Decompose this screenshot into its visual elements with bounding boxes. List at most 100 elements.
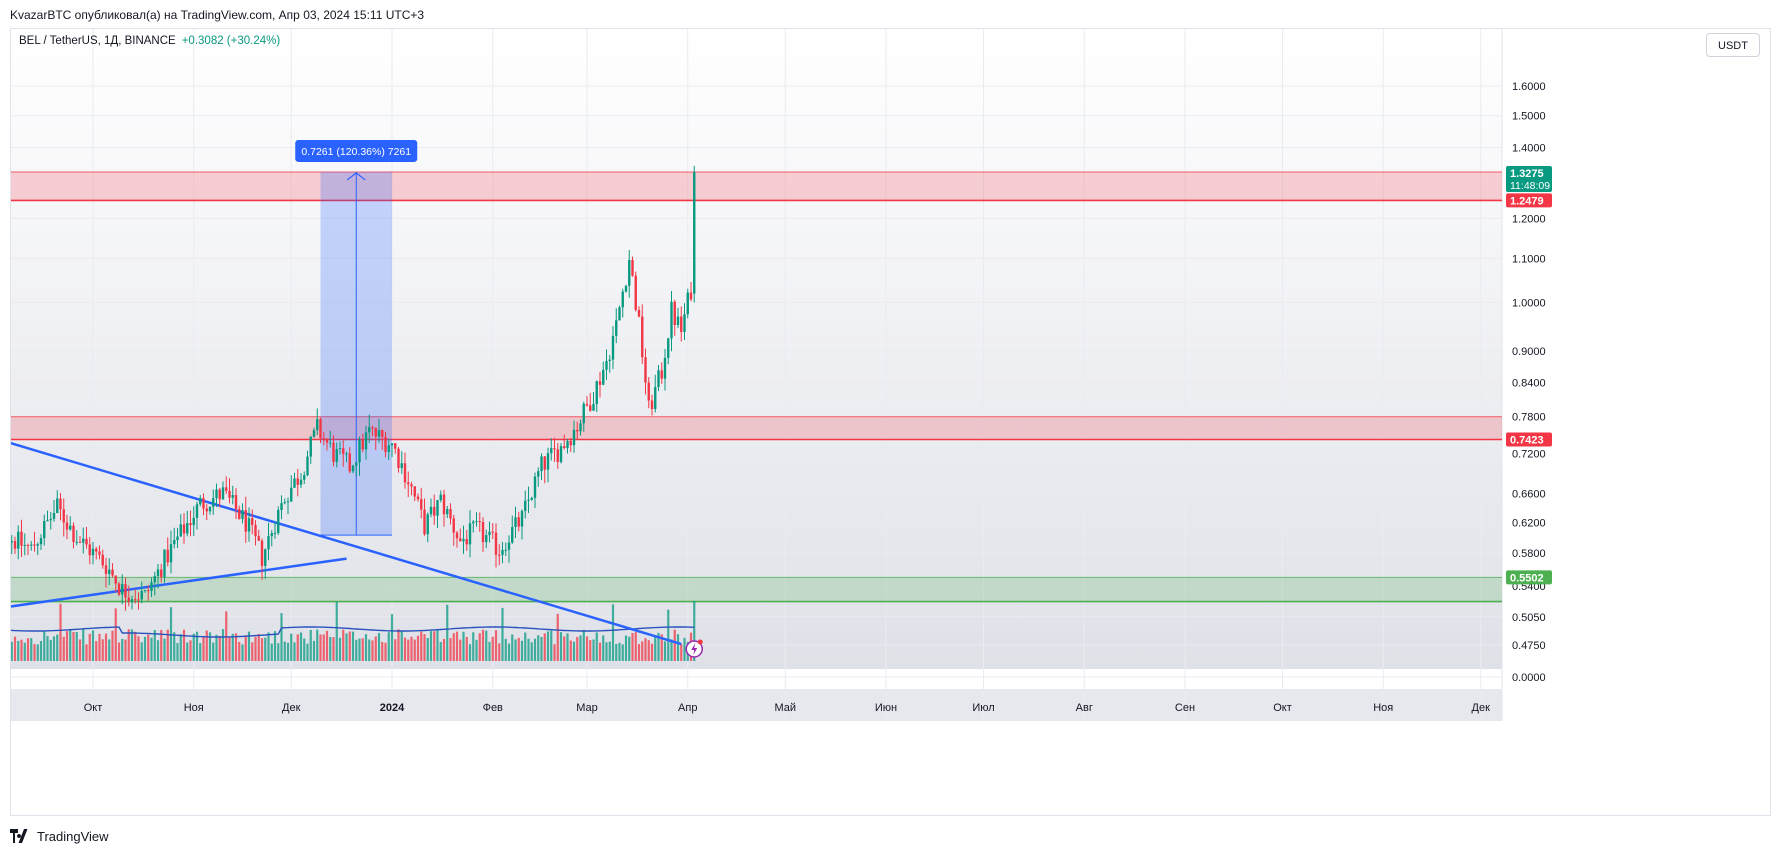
- volume-bar: [342, 629, 345, 661]
- candle-body: [472, 521, 475, 524]
- volume-bar: [238, 641, 241, 661]
- chart-frame[interactable]: 0.7261 (120.36%) 7261 1.6000 1.5000 1.4000 1…: [10, 28, 1771, 816]
- volume-bar: [563, 636, 566, 661]
- y-tick-label: 1.6000: [1512, 81, 1546, 93]
- y-tick-label: 1.5000: [1512, 111, 1546, 123]
- candle-body: [65, 522, 69, 530]
- volume-bar: [654, 635, 657, 661]
- volume-bar: [270, 643, 273, 661]
- y-tick-label: 1.2000: [1512, 213, 1546, 225]
- volume-bar: [478, 633, 481, 661]
- candle-body: [631, 260, 634, 276]
- volume-bar: [46, 635, 49, 661]
- volume-bar: [267, 632, 270, 661]
- volume-bar: [615, 643, 618, 661]
- candle-body: [322, 438, 325, 440]
- volume-bar: [546, 631, 550, 661]
- symbol-legend[interactable]: BEL / TetherUS, 1Д, BINANCE +0.3082 (+30.…: [19, 35, 280, 47]
- price-chart[interactable]: 0.7261 (120.36%) 72611.60001.50001.40001…: [11, 29, 1771, 816]
- candle-body: [403, 463, 407, 483]
- volume-bar: [104, 633, 108, 661]
- y-tick-label: 0.8400: [1512, 378, 1546, 390]
- volume-bar: [611, 604, 615, 661]
- volume-bar: [634, 632, 637, 661]
- price-label-bg: [1506, 165, 1552, 192]
- volume-bar: [637, 644, 641, 661]
- volume-bar: [485, 630, 488, 661]
- candle-body: [342, 448, 345, 454]
- volume-bar: [98, 633, 101, 661]
- volume-bar: [273, 631, 277, 661]
- volume-bar: [566, 633, 569, 661]
- candle-body: [537, 471, 540, 477]
- volume-bar: [667, 609, 670, 661]
- candle-body: [244, 510, 247, 532]
- volume-bar: [49, 639, 52, 661]
- volume-bar: [530, 642, 533, 661]
- x-tick-label: Июл: [972, 702, 994, 714]
- volume-bar: [517, 637, 520, 661]
- candle-body: [121, 584, 124, 595]
- volume-bar: [329, 637, 332, 661]
- candle-body: [660, 370, 663, 379]
- volume-bar: [465, 636, 468, 661]
- volume-bar: [384, 642, 387, 661]
- candle-body: [442, 494, 446, 515]
- volume-bar: [481, 629, 485, 661]
- candle-body: [572, 429, 576, 446]
- volume-bar: [641, 641, 644, 661]
- x-tick-label: Ноя: [1373, 702, 1393, 714]
- volume-bar: [693, 601, 696, 661]
- candle-body: [312, 430, 316, 437]
- candle-body: [98, 551, 101, 555]
- volume-bar: [559, 632, 563, 661]
- candle-body: [381, 430, 384, 437]
- candle-body: [218, 489, 221, 500]
- volume-bar: [130, 629, 134, 661]
- volume-bar: [215, 634, 218, 661]
- lower-pane: [11, 689, 1770, 721]
- candle-body: [286, 501, 290, 503]
- candle-body: [423, 509, 426, 535]
- candle-body: [303, 475, 306, 480]
- candle-body: [524, 500, 527, 511]
- candle-body: [296, 478, 299, 485]
- candle-body: [329, 442, 332, 444]
- volume-bar: [390, 614, 394, 661]
- volume-bar: [348, 631, 351, 661]
- zone-rect: [11, 171, 1502, 201]
- volume-bar: [488, 641, 491, 661]
- volume-bar: [251, 642, 254, 661]
- volume-bar: [345, 633, 348, 661]
- candle-body: [436, 500, 439, 516]
- y-tick-label: 0.6600: [1512, 489, 1546, 501]
- volume-bar: [17, 640, 20, 661]
- candle-body: [293, 478, 296, 488]
- volume-bar: [446, 604, 449, 661]
- volume-bar: [579, 635, 582, 661]
- candle-body: [670, 301, 673, 339]
- volume-bar: [524, 632, 527, 661]
- candle-body: [273, 532, 277, 534]
- candle-body: [192, 517, 195, 526]
- volume-bar: [364, 634, 368, 661]
- candle-body: [332, 442, 335, 462]
- candle-body: [618, 307, 621, 321]
- volume-bar: [498, 643, 501, 661]
- candle-body: [49, 518, 52, 521]
- x-tick-label: Мар: [576, 702, 598, 714]
- currency-button[interactable]: USDT: [1706, 33, 1760, 57]
- candle-body: [397, 448, 400, 469]
- volume-bar: [468, 644, 472, 661]
- candle-body: [186, 523, 189, 534]
- volume-bar: [608, 641, 611, 661]
- candle-body: [39, 538, 43, 545]
- candle-body: [494, 532, 498, 555]
- symbol-name: BEL / TetherUS, 1Д, BINANCE: [19, 35, 176, 47]
- volume-bar: [72, 632, 75, 661]
- candle-body: [608, 359, 611, 361]
- candle-body: [13, 540, 17, 549]
- candle-body: [478, 521, 481, 523]
- volume-bar: [150, 637, 153, 661]
- candle-body: [592, 403, 595, 411]
